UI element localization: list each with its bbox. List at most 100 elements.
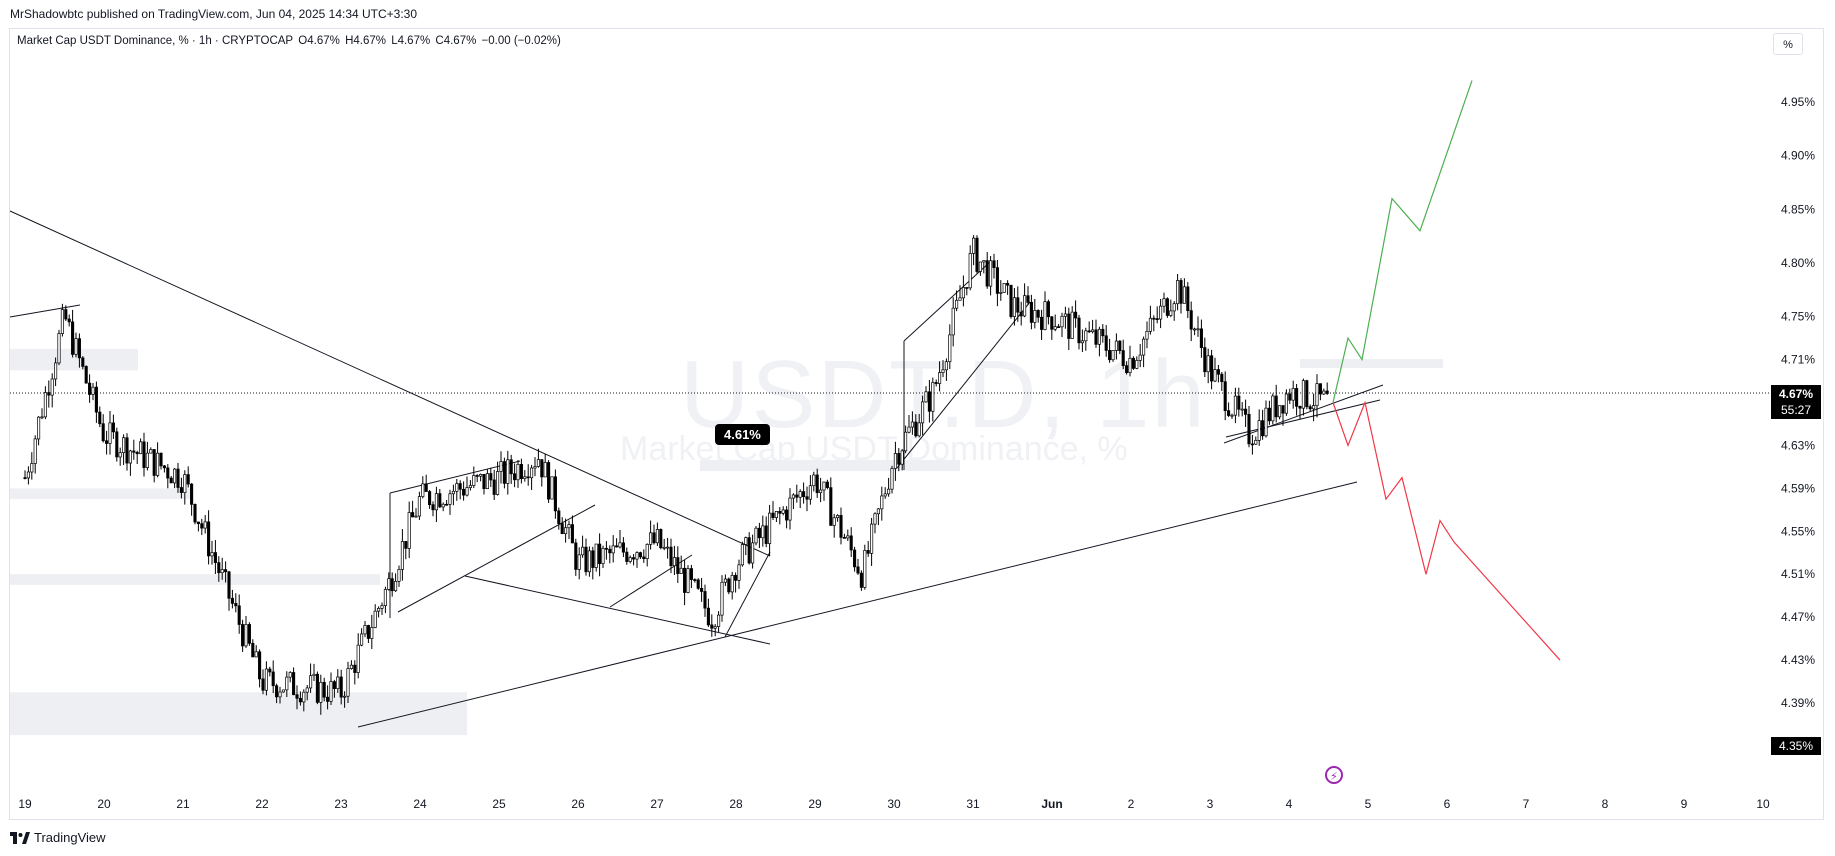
candle-body (1159, 305, 1163, 320)
candle-body (604, 547, 608, 550)
candle-body (1254, 440, 1258, 445)
candle-body (587, 550, 591, 573)
candle-body (278, 691, 282, 698)
candle-body (965, 287, 969, 289)
candle-body (717, 614, 721, 627)
legend-low: L4.67% (391, 35, 431, 47)
footer-brand[interactable]: TradingView (10, 830, 106, 845)
y-tick-label: 4.85% (1781, 202, 1815, 216)
candle-body (40, 416, 44, 419)
candle-body (608, 548, 612, 554)
candle-body (839, 515, 843, 538)
candle-body (200, 523, 204, 529)
candle-body (1301, 380, 1305, 409)
candle-body (387, 578, 391, 590)
candle-body (156, 452, 160, 476)
candle-body (1023, 295, 1027, 317)
candle-body (676, 557, 680, 574)
candle-body (883, 493, 887, 497)
candle-body (798, 491, 802, 498)
candle-body (152, 449, 156, 476)
candle-body (645, 543, 649, 560)
candle-body (149, 449, 153, 454)
candle-body (186, 474, 190, 485)
candle-body (241, 624, 245, 647)
candle-body (666, 546, 670, 549)
candle-body (870, 523, 874, 554)
candle-body (530, 467, 534, 479)
candle-body (305, 687, 309, 693)
candle-body (638, 552, 642, 558)
candle-body (1230, 414, 1234, 417)
candle-body (836, 515, 840, 519)
candle-body (77, 338, 81, 359)
candle-body (400, 541, 404, 570)
candle-body (795, 494, 799, 498)
candle-body (485, 473, 489, 490)
supply-demand-zone (10, 692, 467, 736)
candle-body (938, 372, 942, 384)
candle-body (145, 452, 149, 468)
x-tick-label: 6 (1444, 797, 1451, 811)
candle-body (611, 545, 615, 554)
candle-body (275, 685, 279, 698)
candle-body (1213, 369, 1217, 382)
legend-symbol[interactable]: Market Cap USDT Dominance, % · 1h · CRYP… (17, 35, 294, 47)
candle-body (876, 508, 880, 515)
candle-body (1080, 340, 1084, 344)
tradingview-logo-icon (10, 831, 30, 844)
x-tick-label: 29 (808, 797, 822, 811)
candle-body (649, 532, 653, 545)
candle-body (618, 542, 622, 548)
x-tick-label: 7 (1523, 797, 1530, 811)
lightning-icon[interactable]: ⚡ (1325, 766, 1343, 784)
candle-body (1114, 340, 1118, 351)
candle-body (931, 382, 935, 412)
candle-body (71, 321, 75, 355)
candle-body (1288, 393, 1292, 401)
candle-body (941, 369, 945, 373)
candle-body (213, 552, 217, 563)
candle-body (540, 459, 544, 478)
legend-high: H4.67% (345, 35, 386, 47)
candle-body (859, 572, 863, 588)
candle-body (159, 452, 163, 467)
candle-body (951, 307, 955, 336)
candle-body (353, 664, 357, 673)
candle-body (632, 557, 636, 560)
candle-body (1006, 283, 1010, 286)
candle-body (183, 474, 187, 493)
candle-body (336, 676, 340, 689)
candle-body (659, 529, 663, 549)
candle-body (1325, 390, 1329, 394)
candle-body (897, 453, 901, 465)
candle-body (679, 567, 683, 574)
low-price-tag: 4.35% (1771, 737, 1821, 755)
candle-body (1128, 357, 1132, 373)
candle-body (1077, 317, 1081, 344)
rise-line (724, 551, 771, 638)
candle-body (1125, 365, 1129, 373)
candle-body (390, 578, 394, 592)
candle-body (1036, 310, 1040, 318)
candle-body (173, 468, 177, 484)
y-tick-label: 4.51% (1781, 567, 1815, 581)
percent-scale-button[interactable]: % (1773, 33, 1803, 55)
x-tick-label: 31 (966, 797, 980, 811)
candle-body (302, 691, 306, 703)
candle-body (220, 569, 224, 574)
candle-body (536, 459, 540, 467)
rising-channel-a (903, 261, 991, 342)
candle-body (234, 603, 238, 607)
candle-body (67, 318, 71, 323)
candle-body (349, 664, 353, 669)
candle-body (533, 466, 537, 469)
candle-body (547, 462, 551, 500)
candle-body (849, 535, 853, 551)
candle-body (115, 431, 119, 458)
candle-body (57, 333, 61, 364)
candle-body (1193, 328, 1197, 331)
candle-body (1148, 317, 1152, 332)
candle-body (1009, 284, 1013, 317)
